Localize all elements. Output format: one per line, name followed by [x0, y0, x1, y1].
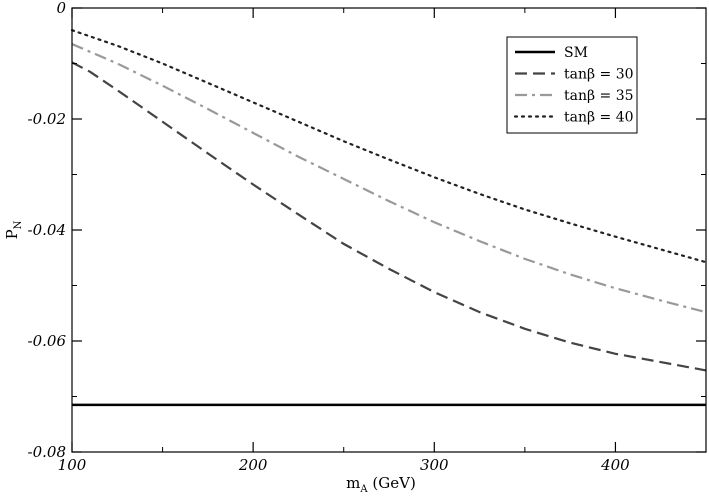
x-tick-label: 100 — [58, 456, 87, 474]
x-tick-label: 200 — [238, 456, 268, 474]
series-layer — [70, 29, 708, 407]
legend-label: tanβ = 40 — [564, 110, 634, 126]
legend-label: tanβ = 30 — [564, 67, 634, 83]
series-line-3 — [70, 29, 708, 264]
y-axis-title: PN — [3, 220, 24, 239]
y-tick-label: 0 — [56, 0, 66, 17]
legend-label: SM — [564, 45, 588, 61]
x-axis-title: mA (GeV) — [346, 474, 416, 495]
series-line-1 — [71, 61, 707, 372]
x-tick-label: 300 — [420, 456, 449, 474]
y-tick-label: -0.08 — [28, 443, 66, 461]
legend-label: tanβ = 35 — [564, 88, 634, 104]
x-tick-label: 400 — [600, 456, 630, 474]
axes-layer: 100 200 300 400 0 -0.02 -0.04 -0.06 -0.08 — [28, 0, 707, 474]
series-line-2 — [71, 43, 707, 314]
y-tick-label: -0.04 — [28, 221, 66, 239]
legend: SM tanβ = 30 tanβ = 35 tanβ = 40 — [506, 36, 638, 134]
y-tick-label: -0.06 — [28, 332, 67, 350]
y-tick-label: -0.02 — [28, 110, 66, 128]
axis-titles: mA (GeV) PN — [3, 220, 416, 495]
